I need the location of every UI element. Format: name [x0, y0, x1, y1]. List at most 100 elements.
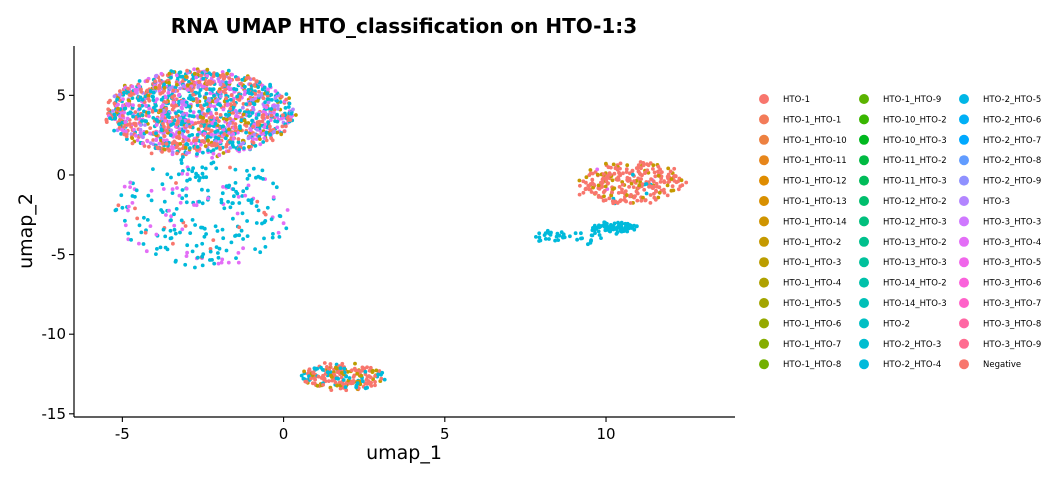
- scatter-point: [167, 119, 172, 124]
- scatter-point: [231, 132, 236, 136]
- scatter-point: [126, 98, 131, 103]
- scatter-point: [609, 165, 613, 170]
- scatter-point: [342, 366, 347, 371]
- scatter-point: [334, 376, 339, 381]
- scatter-point: [147, 106, 152, 111]
- scatter-point: [595, 172, 600, 177]
- scatter-point: [634, 224, 639, 229]
- scatter-point: [217, 153, 222, 158]
- legend-key: [759, 236, 769, 247]
- scatter-point: [169, 214, 174, 219]
- scatter-point: [609, 223, 613, 227]
- scatter-point: [174, 181, 178, 185]
- legend-label: HTO-1_HTO-5: [783, 299, 841, 309]
- scatter-point: [181, 155, 185, 159]
- legend-label: HTO-3_HTO-4: [983, 238, 1041, 248]
- scatter-point: [221, 107, 226, 112]
- scatter-point: [338, 366, 343, 370]
- scatter-point: [200, 241, 205, 246]
- scatter-point: [195, 255, 200, 260]
- scatter-point: [115, 97, 119, 102]
- scatter-point: [240, 194, 245, 198]
- scatter-point: [208, 103, 213, 108]
- scatter-point: [195, 100, 200, 104]
- scatter-point: [146, 96, 151, 101]
- scatter-point: [151, 138, 156, 142]
- scatter-point: [139, 87, 143, 92]
- scatter-point: [232, 102, 237, 107]
- scatter-point: [211, 74, 216, 78]
- scatter-point: [211, 148, 216, 153]
- scatter-point: [666, 166, 671, 171]
- scatter-point: [273, 96, 278, 100]
- scatter-point: [206, 127, 211, 131]
- scatter-point: [258, 142, 263, 147]
- scatter-point: [157, 78, 162, 83]
- scatter-point: [205, 73, 210, 78]
- scatter-point: [163, 119, 168, 123]
- scatter-point: [210, 155, 215, 160]
- scatter-point: [639, 166, 643, 171]
- x-tick-label: -5: [115, 425, 130, 443]
- legend-label: HTO-1_HTO-11: [783, 156, 847, 166]
- x-tick-label: 0: [279, 425, 289, 443]
- scatter-point: [203, 166, 208, 171]
- scatter-point: [170, 146, 175, 151]
- scatter-point: [160, 182, 165, 187]
- scatter-point: [254, 137, 259, 142]
- scatter-point: [233, 122, 238, 126]
- legend-label: HTO-10_HTO-2: [883, 115, 947, 125]
- scatter-point: [224, 117, 229, 122]
- scatter-point: [189, 141, 194, 146]
- scatter-point: [555, 231, 560, 236]
- scatter-point: [216, 255, 221, 260]
- scatter-point: [309, 376, 313, 381]
- scatter-point: [149, 188, 154, 193]
- scatter-point: [181, 139, 186, 144]
- scatter-point: [195, 103, 200, 108]
- legend-item: HTO-11_HTO-3: [859, 175, 947, 187]
- legend-label: HTO-2: [883, 319, 910, 329]
- scatter-point: [149, 198, 154, 203]
- scatter-point: [159, 71, 164, 76]
- scatter-point: [136, 98, 141, 103]
- scatter-point: [590, 181, 595, 186]
- scatter-point: [126, 231, 131, 236]
- scatter-point: [607, 196, 612, 201]
- scatter-point: [335, 366, 339, 371]
- scatter-point: [185, 88, 190, 92]
- scatter-point: [170, 95, 175, 100]
- scatter-point: [669, 177, 674, 181]
- scatter-point: [143, 123, 147, 127]
- scatter-point: [214, 166, 219, 171]
- legend-item: HTO-13_HTO-2: [859, 236, 947, 248]
- scatter-point: [191, 110, 196, 115]
- scatter-point: [629, 225, 634, 230]
- scatter-point: [180, 99, 184, 104]
- scatter-point: [335, 383, 339, 388]
- scatter-point: [616, 220, 620, 225]
- scatter-point: [195, 152, 199, 156]
- scatter-point: [556, 238, 561, 243]
- scatter-point: [680, 183, 685, 188]
- scatter-point: [262, 125, 267, 130]
- scatter-point: [181, 84, 186, 88]
- legend-label: HTO-2_HTO-6: [983, 115, 1041, 125]
- scatter-point: [174, 207, 179, 211]
- scatter-point: [624, 167, 629, 172]
- legend-label: HTO-1_HTO-12: [783, 177, 847, 187]
- scatter-point: [193, 141, 198, 146]
- scatter-point: [197, 80, 202, 84]
- x-tick-label: 5: [440, 425, 450, 443]
- scatter-point: [246, 198, 251, 203]
- scatter-point: [114, 103, 119, 108]
- scatter-point: [214, 245, 219, 250]
- scatter-point: [164, 142, 169, 146]
- scatter-point: [221, 127, 226, 132]
- scatter-point: [194, 243, 199, 248]
- scatter-point: [218, 140, 223, 144]
- scatter-point: [137, 79, 142, 83]
- scatter-point: [635, 191, 640, 196]
- scatter-point: [132, 127, 136, 132]
- scatter-point: [137, 241, 141, 246]
